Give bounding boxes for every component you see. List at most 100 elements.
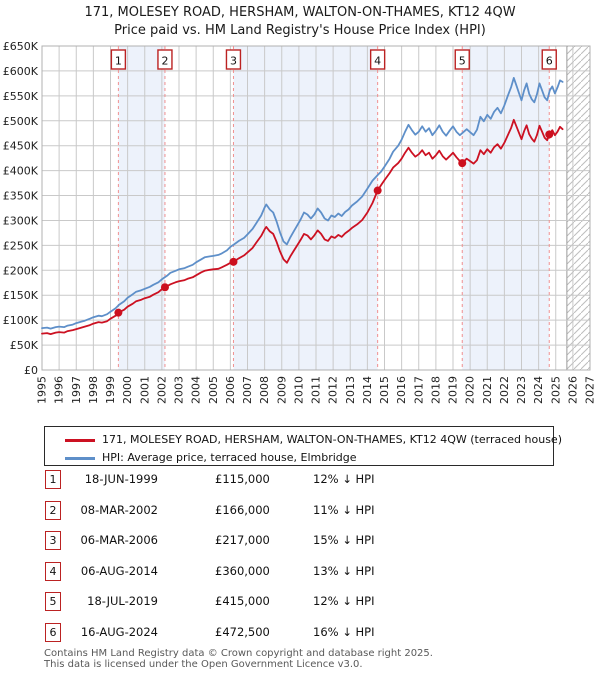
sale-vs-hpi: 16% ↓ HPI bbox=[313, 624, 375, 639]
x-tick-label: 2020 bbox=[464, 376, 477, 404]
legend-row: HPI: Average price, terraced house, Elmb… bbox=[45, 449, 553, 467]
footer-line-2: This data is licensed under the Open Gov… bbox=[44, 658, 363, 670]
x-tick-label: 2017 bbox=[412, 376, 425, 404]
sale-number-badge: 6 bbox=[45, 622, 61, 642]
sale-date: 08-MAR-2002 bbox=[80, 502, 158, 517]
sale-number-badge: 5 bbox=[45, 592, 61, 611]
x-tick-label: 2007 bbox=[241, 376, 254, 404]
x-tick-label: 2005 bbox=[207, 376, 220, 404]
sale-number-label: 3 bbox=[230, 55, 237, 68]
x-tick-label: 2002 bbox=[155, 376, 168, 404]
x-tick-label: 2016 bbox=[395, 376, 408, 404]
sale-marker bbox=[160, 283, 169, 292]
license-footer: Contains HM Land Registry data © Crown c… bbox=[44, 648, 584, 670]
y-tick-label: £550K bbox=[3, 90, 39, 103]
sales-table: 1 18-JUN-1999 £115,000 12% ↓ HPI 2 08-MAR-200… bbox=[0, 469, 600, 647]
legend-label: HPI: Average price, terraced house, Elmb… bbox=[102, 451, 357, 464]
y-tick-label: £450K bbox=[3, 140, 39, 153]
price-chart: 1 2 3 4 5 6 £0 £50K £100K £150K £200K £250K £300K £35… bbox=[0, 40, 600, 420]
shaded-band bbox=[118, 46, 165, 370]
sale-number-badge: 4 bbox=[45, 561, 61, 581]
sale-vs-hpi: 13% ↓ HPI bbox=[313, 563, 375, 578]
x-tick-label: 2010 bbox=[292, 376, 305, 404]
sale-number-box bbox=[225, 49, 242, 70]
chart-legend: 171, MOLESEY ROAD, HERSHAM, WALTON-ON-TH… bbox=[44, 426, 562, 467]
x-tick-label: 2014 bbox=[361, 376, 374, 404]
x-tick-label: 2018 bbox=[429, 376, 442, 404]
page-title: 171, MOLESEY ROAD, HERSHAM, WALTON-ON-TH… bbox=[84, 5, 516, 20]
sale-date: 16-AUG-2024 bbox=[80, 624, 158, 639]
x-tick-label: 2012 bbox=[327, 376, 340, 404]
y-tick-label: £400K bbox=[3, 165, 39, 178]
y-tick-label: £600K bbox=[3, 65, 39, 78]
y-tick-label: £150K bbox=[3, 289, 39, 302]
table-row: 4 06-AUG-2014 £360,000 13% ↓ HPI bbox=[0, 561, 600, 583]
chart-svg: 1 2 3 4 5 6 £0 £50K £100K £150K £200K £250K £300K £35… bbox=[3, 40, 597, 404]
sale-number-label: 5 bbox=[459, 55, 466, 68]
x-tick-label: 1996 bbox=[53, 376, 66, 404]
hpi-line bbox=[41, 77, 564, 330]
sale-number-label: 6 bbox=[546, 55, 553, 68]
y-tick-label: £300K bbox=[3, 214, 39, 227]
sale-marker bbox=[458, 159, 467, 168]
sale-number-label: 2 bbox=[161, 55, 168, 68]
sale-price: £415,000 bbox=[215, 594, 270, 608]
x-tick-label: 2013 bbox=[344, 376, 357, 404]
plot-border bbox=[41, 45, 591, 371]
x-tick-label: 2024 bbox=[532, 376, 545, 404]
shaded-band bbox=[233, 46, 378, 370]
y-tick-label: £0 bbox=[24, 364, 38, 377]
x-tick-label: 2019 bbox=[447, 376, 460, 404]
sale-number-box bbox=[454, 49, 470, 70]
table-row: 2 08-MAR-2002 £166,000 11% ↓ HPI bbox=[0, 500, 600, 522]
property-line bbox=[41, 118, 564, 336]
sale-number-badge: 1 bbox=[45, 470, 61, 489]
x-tick-label: 1998 bbox=[87, 376, 100, 404]
x-tick-label: 2011 bbox=[310, 376, 323, 404]
x-tick-label: 2021 bbox=[481, 376, 494, 404]
sale-number-badge: 3 bbox=[45, 531, 61, 550]
x-tick-label: 2027 bbox=[584, 376, 597, 404]
x-tick-label: 2004 bbox=[190, 376, 203, 404]
sale-number-badge: 2 bbox=[45, 500, 61, 520]
sale-number-box bbox=[157, 49, 173, 70]
sale-number-box bbox=[541, 49, 557, 70]
sale-date: 18-JUL-2019 bbox=[87, 594, 158, 608]
legend-row: 171, MOLESEY ROAD, HERSHAM, WALTON-ON-TH… bbox=[45, 431, 562, 449]
x-tick-label: 2003 bbox=[173, 376, 186, 404]
sale-price: £166,000 bbox=[215, 502, 270, 517]
sale-vs-hpi: 12% ↓ HPI bbox=[313, 594, 375, 608]
sale-number-label: 4 bbox=[374, 55, 381, 68]
x-tick-label: 1995 bbox=[36, 376, 49, 404]
y-tick-label: £50K bbox=[10, 339, 39, 352]
x-tick-label: 2006 bbox=[224, 376, 237, 404]
sale-price: £115,000 bbox=[215, 472, 270, 486]
table-row: 5 18-JUL-2019 £415,000 12% ↓ HPI bbox=[0, 592, 600, 613]
sale-vs-hpi: 12% ↓ HPI bbox=[313, 472, 375, 486]
x-tick-label: 2000 bbox=[121, 376, 134, 404]
sale-marker bbox=[545, 130, 554, 139]
x-tick-label: 2001 bbox=[138, 376, 151, 404]
y-tick-label: £100K bbox=[3, 314, 39, 327]
y-tick-label: £200K bbox=[3, 264, 39, 277]
sale-date: 06-AUG-2014 bbox=[80, 563, 158, 578]
legend-label: 171, MOLESEY ROAD, HERSHAM, WALTON-ON-TH… bbox=[102, 433, 562, 446]
x-tick-label: 1997 bbox=[70, 376, 83, 404]
sale-number-label: 1 bbox=[115, 55, 122, 68]
x-tick-label: 2022 bbox=[498, 376, 511, 404]
x-tick-label: 2009 bbox=[275, 376, 288, 404]
table-row: 6 16-AUG-2024 £472,500 16% ↓ HPI bbox=[0, 622, 600, 644]
x-tick-label: 2026 bbox=[566, 376, 579, 404]
sale-price: £360,000 bbox=[215, 563, 270, 578]
sale-vs-hpi: 15% ↓ HPI bbox=[313, 533, 375, 547]
sale-date: 06-MAR-2006 bbox=[80, 533, 158, 547]
sale-vs-hpi: 11% ↓ HPI bbox=[313, 502, 375, 517]
x-tick-label: 2015 bbox=[378, 376, 391, 404]
y-tick-label: £500K bbox=[3, 115, 39, 128]
y-tick-label: £650K bbox=[3, 40, 39, 53]
table-row: 3 06-MAR-2006 £217,000 15% ↓ HPI bbox=[0, 531, 600, 552]
sale-marker bbox=[229, 257, 238, 266]
sale-marker bbox=[373, 186, 382, 195]
table-row: 1 18-JUN-1999 £115,000 12% ↓ HPI bbox=[0, 470, 600, 491]
footer-line-1: Contains HM Land Registry data © Crown c… bbox=[44, 648, 433, 659]
